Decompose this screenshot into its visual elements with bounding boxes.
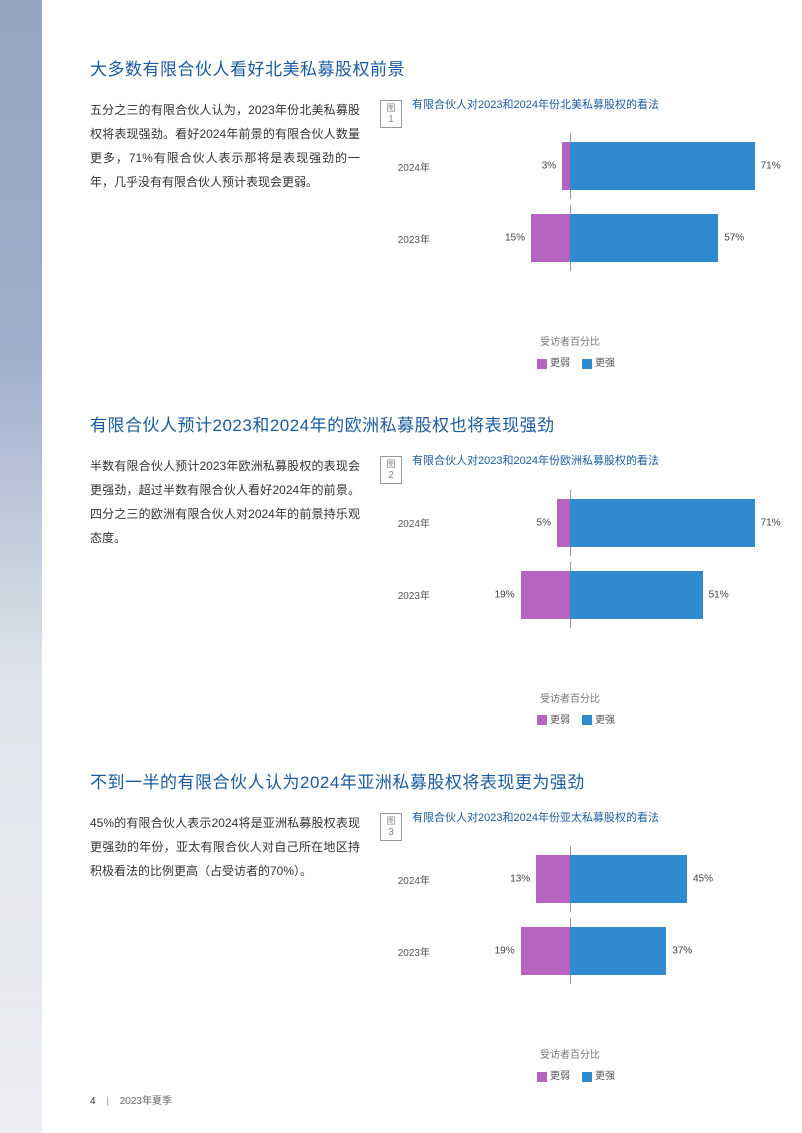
figure-title: 有限合伙人对2023和2024年份欧洲私募股权的看法 xyxy=(412,454,754,469)
section-paragraph: 半数有限合伙人预计2023年欧洲私募股权的表现会更强劲，超过半数有限合伙人看好2… xyxy=(90,454,360,725)
chart-row: 2024年3%71% xyxy=(440,139,754,193)
legend-swatch-stronger xyxy=(582,359,592,369)
diverging-bar-chart: 2024年13%45%2023年19%37% xyxy=(380,852,754,1042)
legend-label-weaker: 更弱 xyxy=(550,1071,570,1082)
legend-label-weaker: 更弱 xyxy=(550,358,570,369)
footer-separator: | xyxy=(106,1096,109,1107)
bar-weaker-label: 15% xyxy=(505,233,525,244)
chart-legend: 更弱 更强 xyxy=(440,354,700,369)
bar-weaker: 3% xyxy=(562,142,570,190)
section: 大多数有限合伙人看好北美私募股权前景五分之三的有限合伙人认为，2023年份北美私… xyxy=(90,55,754,369)
legend-label-weaker: 更弱 xyxy=(550,715,570,726)
legend-label-stronger: 更强 xyxy=(595,1071,615,1082)
figure-number-box: 图2 xyxy=(380,456,402,484)
figure-title: 有限合伙人对2023和2024年份北美私募股权的看法 xyxy=(412,98,754,113)
bar-stronger-label: 71% xyxy=(761,161,781,172)
chart-row: 2024年5%71% xyxy=(440,496,754,550)
section-title: 不到一半的有限合伙人认为2024年亚洲私募股权将表现更为强劲 xyxy=(90,768,754,793)
chart-y-label: 2023年 xyxy=(380,231,430,246)
chart-bars: 3%71% xyxy=(440,139,700,193)
chart-legend: 更弱 更强 xyxy=(440,711,700,726)
section-title: 有限合伙人预计2023和2024年的欧洲私募股权也将表现强劲 xyxy=(90,411,754,436)
chart-x-caption: 受访者百分比 xyxy=(440,333,700,348)
footer-text: 2023年夏季 xyxy=(120,1096,172,1107)
section-body: 45%的有限合伙人表示2024将是亚洲私募股权表现更强劲的年份，亚太有限合伙人对… xyxy=(90,811,754,1082)
bar-weaker-label: 13% xyxy=(510,874,530,885)
chart-y-label: 2024年 xyxy=(380,872,430,887)
chart-legend: 更弱 更强 xyxy=(440,1067,700,1082)
chart-bars: 15%57% xyxy=(440,211,700,265)
chart-bars: 5%71% xyxy=(440,496,700,550)
page-number: 4 xyxy=(90,1096,96,1107)
chart-y-label: 2024年 xyxy=(380,159,430,174)
bar-stronger-label: 45% xyxy=(693,874,713,885)
legend-swatch-weaker xyxy=(537,359,547,369)
bar-stronger: 37% xyxy=(570,927,666,975)
bar-stronger: 51% xyxy=(570,571,703,619)
figure: 图3有限合伙人对2023和2024年份亚太私募股权的看法2024年13%45%2… xyxy=(380,811,754,1082)
section-paragraph: 45%的有限合伙人表示2024将是亚洲私募股权表现更强劲的年份，亚太有限合伙人对… xyxy=(90,811,360,1082)
section-body: 半数有限合伙人预计2023年欧洲私募股权的表现会更强劲，超过半数有限合伙人看好2… xyxy=(90,454,754,725)
section: 有限合伙人预计2023和2024年的欧洲私募股权也将表现强劲半数有限合伙人预计2… xyxy=(90,411,754,725)
chart-x-caption: 受访者百分比 xyxy=(440,1046,700,1061)
diverging-bar-chart: 2024年3%71%2023年15%57% xyxy=(380,139,754,329)
bar-stronger-label: 71% xyxy=(761,517,781,528)
legend-label-stronger: 更强 xyxy=(595,358,615,369)
diverging-bar-chart: 2024年5%71%2023年19%51% xyxy=(380,496,754,686)
page-footer: 4 | 2023年夏季 xyxy=(90,1092,172,1107)
legend-swatch-weaker xyxy=(537,715,547,725)
figure: 图1有限合伙人对2023和2024年份北美私募股权的看法2024年3%71%20… xyxy=(380,98,754,369)
bar-stronger: 45% xyxy=(570,855,687,903)
bar-weaker-label: 3% xyxy=(542,161,556,172)
bar-weaker: 19% xyxy=(521,927,570,975)
chart-x-caption: 受访者百分比 xyxy=(440,690,700,705)
legend-swatch-stronger xyxy=(582,715,592,725)
bar-stronger-label: 57% xyxy=(724,233,744,244)
figure-number-box: 图3 xyxy=(380,813,402,841)
section-paragraph: 五分之三的有限合伙人认为，2023年份北美私募股权将表现强劲。看好2024年前景… xyxy=(90,98,360,369)
bar-weaker-label: 19% xyxy=(495,589,515,600)
bar-weaker-label: 19% xyxy=(495,946,515,957)
chart-bars: 19%37% xyxy=(440,924,700,978)
chart-row: 2024年13%45% xyxy=(440,852,754,906)
legend-label-stronger: 更强 xyxy=(595,715,615,726)
bar-weaker: 15% xyxy=(531,214,570,262)
chart-row: 2023年19%37% xyxy=(440,924,754,978)
figure-number-box: 图1 xyxy=(380,100,402,128)
bar-stronger: 71% xyxy=(570,142,755,190)
section-body: 五分之三的有限合伙人认为，2023年份北美私募股权将表现强劲。看好2024年前景… xyxy=(90,98,754,369)
bar-weaker-label: 5% xyxy=(537,517,551,528)
bar-stronger-label: 51% xyxy=(709,589,729,600)
section-title: 大多数有限合伙人看好北美私募股权前景 xyxy=(90,55,754,80)
figure-title: 有限合伙人对2023和2024年份亚太私募股权的看法 xyxy=(412,811,754,826)
bar-stronger: 71% xyxy=(570,499,755,547)
bar-weaker: 5% xyxy=(557,499,570,547)
figure: 图2有限合伙人对2023和2024年份欧洲私募股权的看法2024年5%71%20… xyxy=(380,454,754,725)
bar-weaker: 13% xyxy=(536,855,570,903)
chart-row: 2023年19%51% xyxy=(440,568,754,622)
section: 不到一半的有限合伙人认为2024年亚洲私募股权将表现更为强劲 45%的有限合伙人表… xyxy=(90,768,754,1082)
chart-y-label: 2024年 xyxy=(380,515,430,530)
legend-swatch-stronger xyxy=(582,1072,592,1082)
chart-row: 2023年15%57% xyxy=(440,211,754,265)
chart-bars: 13%45% xyxy=(440,852,700,906)
chart-y-label: 2023年 xyxy=(380,944,430,959)
decorative-left-strip xyxy=(0,0,42,1133)
legend-swatch-weaker xyxy=(537,1072,547,1082)
bar-stronger: 57% xyxy=(570,214,718,262)
bar-weaker: 19% xyxy=(521,571,570,619)
chart-y-label: 2023年 xyxy=(380,587,430,602)
bar-stronger-label: 37% xyxy=(672,946,692,957)
page-content: 大多数有限合伙人看好北美私募股权前景五分之三的有限合伙人认为，2023年份北美私… xyxy=(42,0,802,1133)
chart-bars: 19%51% xyxy=(440,568,700,622)
